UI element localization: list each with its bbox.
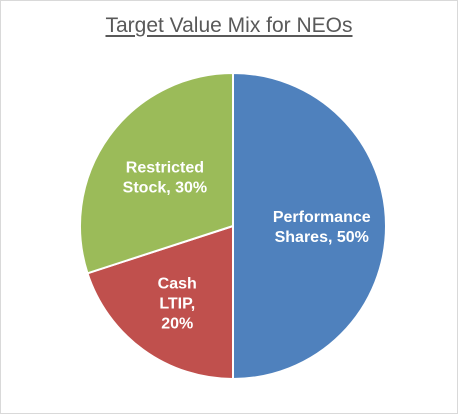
slice-label-cash-ltip: Cash LTIP, 20% (158, 276, 197, 333)
chart-title: Target Value Mix for NEOs (105, 14, 353, 37)
pie-slice-restricted-stock (79, 71, 234, 275)
slice-label-restricted-stock: Restricted Stock, 30% (123, 160, 207, 197)
pie-slice-cash-ltip (86, 224, 234, 381)
pie-slice-performance-shares (232, 71, 387, 381)
slice-label-performance-shares: Performance Shares, 50% (273, 209, 371, 246)
